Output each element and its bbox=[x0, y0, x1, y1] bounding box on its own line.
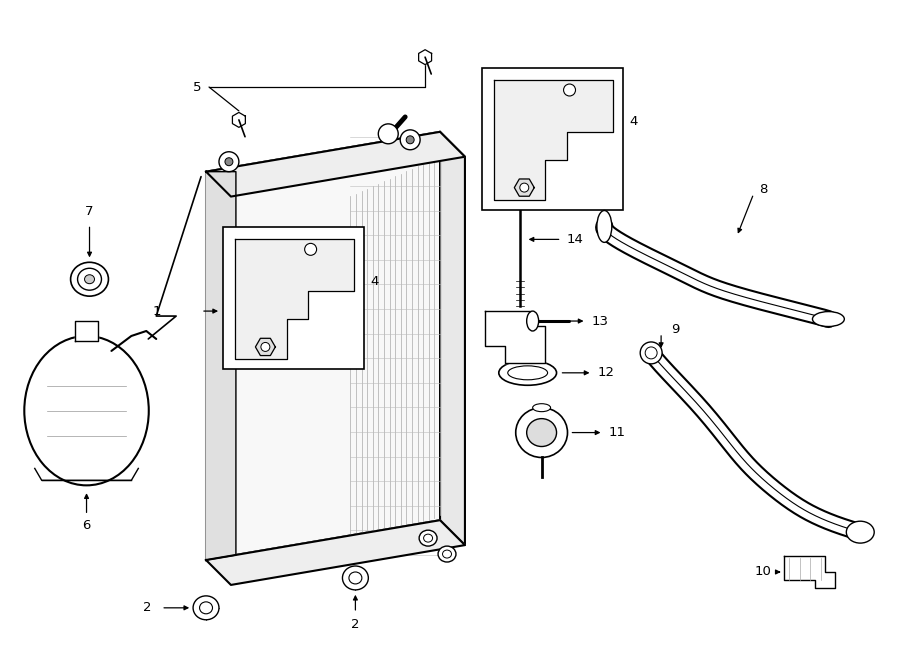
Text: 9: 9 bbox=[671, 323, 680, 336]
Circle shape bbox=[406, 136, 414, 144]
Ellipse shape bbox=[516, 408, 568, 457]
Ellipse shape bbox=[508, 366, 547, 380]
Text: 14: 14 bbox=[566, 233, 583, 246]
Text: 11: 11 bbox=[608, 426, 626, 439]
Ellipse shape bbox=[813, 311, 844, 327]
Ellipse shape bbox=[349, 572, 362, 584]
Text: 2: 2 bbox=[351, 618, 360, 631]
Ellipse shape bbox=[77, 268, 102, 290]
Text: 4: 4 bbox=[370, 275, 379, 288]
Polygon shape bbox=[784, 556, 835, 588]
Ellipse shape bbox=[846, 521, 874, 543]
Circle shape bbox=[400, 130, 420, 150]
Circle shape bbox=[520, 183, 529, 192]
Circle shape bbox=[261, 342, 270, 352]
Ellipse shape bbox=[419, 530, 437, 546]
Polygon shape bbox=[206, 132, 465, 196]
Bar bbox=[223, 227, 364, 369]
Ellipse shape bbox=[640, 342, 662, 364]
Text: 4: 4 bbox=[629, 115, 637, 128]
Ellipse shape bbox=[533, 404, 551, 412]
Text: 1: 1 bbox=[153, 305, 161, 317]
Ellipse shape bbox=[85, 275, 94, 284]
Text: 3: 3 bbox=[572, 181, 580, 194]
Polygon shape bbox=[494, 80, 613, 200]
Circle shape bbox=[378, 124, 398, 144]
Circle shape bbox=[219, 152, 238, 172]
Text: 8: 8 bbox=[759, 183, 767, 196]
Text: 7: 7 bbox=[86, 205, 94, 218]
Circle shape bbox=[225, 158, 233, 166]
Polygon shape bbox=[512, 174, 527, 187]
Ellipse shape bbox=[597, 210, 612, 243]
Text: 10: 10 bbox=[755, 565, 771, 578]
Polygon shape bbox=[485, 311, 544, 363]
Polygon shape bbox=[514, 179, 535, 196]
Ellipse shape bbox=[194, 596, 219, 620]
Polygon shape bbox=[206, 172, 236, 560]
Ellipse shape bbox=[24, 336, 149, 485]
Polygon shape bbox=[418, 50, 432, 65]
Ellipse shape bbox=[70, 262, 108, 296]
Circle shape bbox=[563, 84, 575, 96]
Ellipse shape bbox=[526, 311, 538, 331]
Ellipse shape bbox=[526, 418, 556, 447]
Ellipse shape bbox=[343, 566, 368, 590]
Text: 13: 13 bbox=[591, 315, 608, 328]
Text: 5: 5 bbox=[193, 81, 201, 93]
Text: 3: 3 bbox=[312, 340, 320, 354]
Polygon shape bbox=[440, 132, 465, 545]
Text: 12: 12 bbox=[598, 366, 615, 379]
Ellipse shape bbox=[443, 550, 452, 558]
Ellipse shape bbox=[438, 546, 456, 562]
Ellipse shape bbox=[424, 534, 433, 542]
Polygon shape bbox=[206, 132, 440, 560]
Bar bbox=[482, 68, 624, 210]
Ellipse shape bbox=[645, 347, 657, 359]
Circle shape bbox=[305, 243, 317, 255]
Polygon shape bbox=[206, 520, 465, 585]
Polygon shape bbox=[256, 338, 275, 356]
Ellipse shape bbox=[499, 360, 556, 385]
Text: 6: 6 bbox=[82, 519, 91, 531]
Text: 2: 2 bbox=[143, 602, 151, 614]
Polygon shape bbox=[232, 112, 246, 128]
Ellipse shape bbox=[200, 602, 212, 614]
Polygon shape bbox=[235, 239, 355, 359]
Polygon shape bbox=[75, 321, 98, 341]
